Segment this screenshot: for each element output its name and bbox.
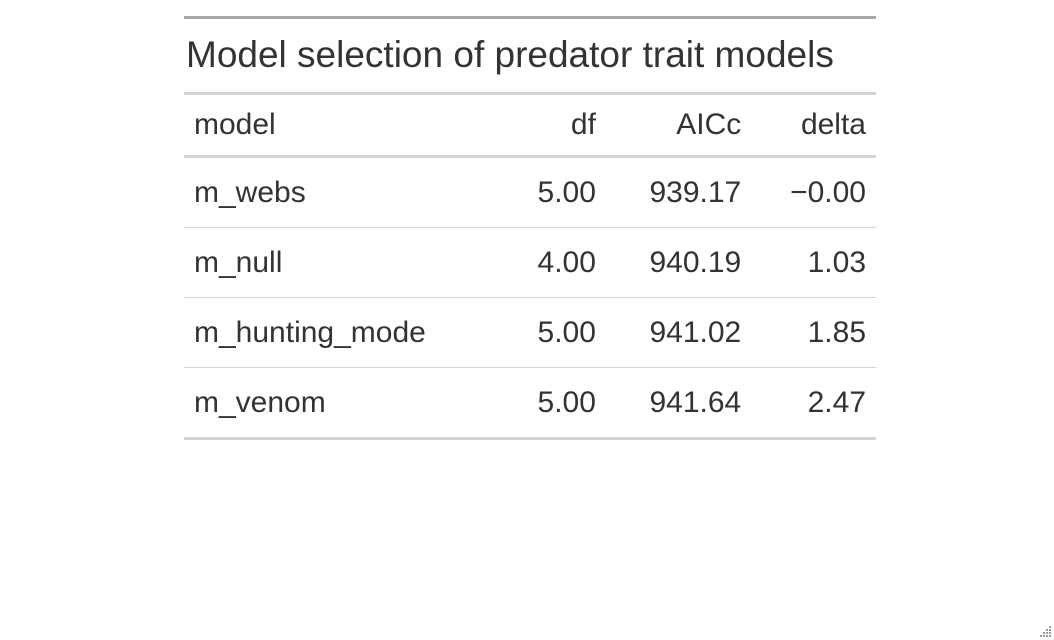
cell-aicc: 941.64 — [605, 367, 752, 440]
table-row: m_null 4.00 940.19 1.03 — [184, 227, 876, 298]
column-header-delta: delta — [751, 95, 876, 158]
model-selection-table: Model selection of predator trait models… — [184, 16, 876, 440]
header-row: model df AICc delta — [184, 95, 876, 158]
data-table: model df AICc delta m_webs 5.00 939.17 −… — [184, 95, 876, 440]
cell-aicc: 940.19 — [605, 227, 752, 298]
table-row: m_hunting_mode 5.00 941.02 1.85 — [184, 297, 876, 368]
cell-model: m_null — [184, 227, 504, 298]
resize-grip-icon[interactable] — [1038, 624, 1052, 638]
cell-model: m_hunting_mode — [184, 297, 504, 368]
table-title: Model selection of predator trait models — [184, 19, 876, 95]
cell-delta: 1.03 — [751, 227, 876, 298]
table-row: m_venom 5.00 941.64 2.47 — [184, 367, 876, 440]
top-rule — [184, 16, 876, 19]
cell-df: 5.00 — [504, 367, 606, 440]
column-header-aicc: AICc — [605, 95, 752, 158]
cell-df: 5.00 — [504, 297, 606, 368]
cell-aicc: 939.17 — [605, 156, 752, 228]
cell-delta: 1.85 — [751, 297, 876, 368]
cell-delta: 2.47 — [751, 367, 876, 440]
cell-df: 5.00 — [504, 156, 606, 228]
cell-model: m_webs — [184, 156, 504, 228]
column-header-df: df — [504, 95, 606, 158]
cell-df: 4.00 — [504, 227, 606, 298]
column-header-model: model — [184, 95, 504, 158]
cell-delta: −0.00 — [751, 156, 876, 228]
cell-aicc: 941.02 — [605, 297, 752, 368]
table-row: m_webs 5.00 939.17 −0.00 — [184, 156, 876, 228]
cell-model: m_venom — [184, 367, 504, 440]
